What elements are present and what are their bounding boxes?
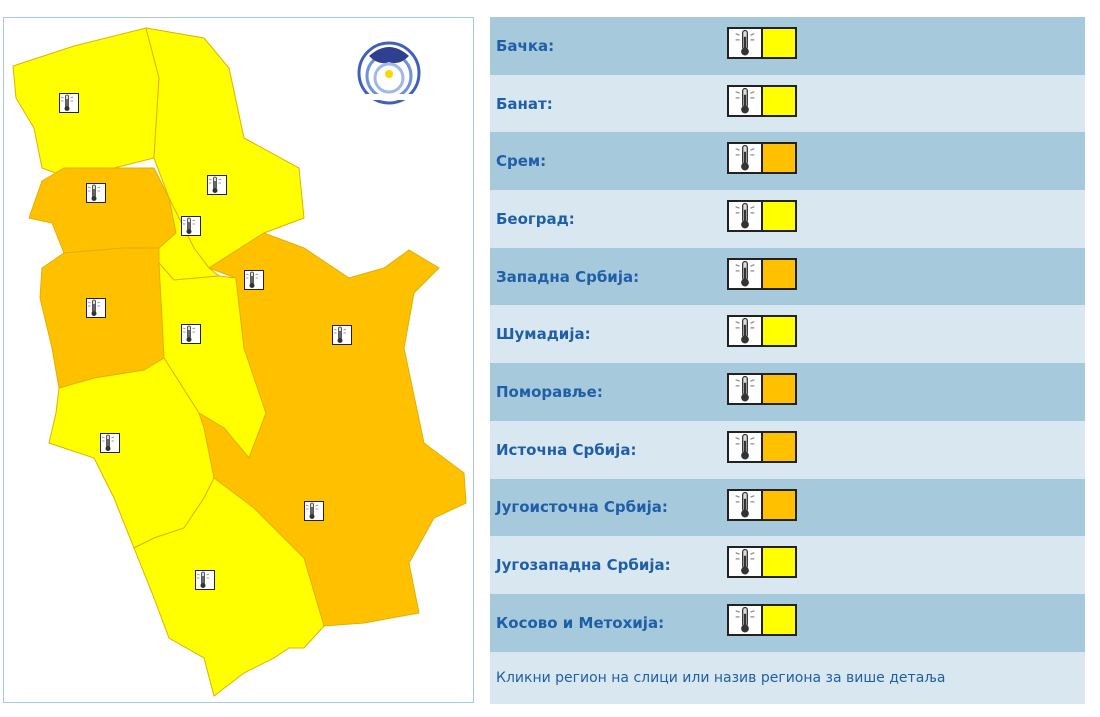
region-row[interactable]: Југоисточна Србија: bbox=[490, 478, 1085, 537]
thermometer-icon bbox=[729, 202, 763, 231]
region-row[interactable]: Шумадија: bbox=[490, 305, 1085, 364]
thermometer-icon[interactable] bbox=[181, 216, 201, 236]
warning-indicator[interactable] bbox=[727, 430, 797, 463]
thermometer-icon bbox=[729, 259, 763, 288]
region-row[interactable]: Западна Србија: bbox=[490, 247, 1085, 306]
warning-indicator[interactable] bbox=[727, 488, 797, 521]
thermometer-icon[interactable] bbox=[244, 270, 264, 290]
region-label[interactable]: Банат: bbox=[496, 94, 553, 113]
warning-indicator[interactable] bbox=[727, 315, 797, 348]
region-label[interactable]: Источна Србија: bbox=[496, 440, 637, 459]
thermometer-icon bbox=[729, 29, 763, 57]
region-row[interactable]: Бачка: bbox=[490, 17, 1085, 75]
warning-level-yellow bbox=[763, 86, 795, 115]
region-label[interactable]: Бачка: bbox=[496, 36, 555, 55]
map-region-srem[interactable] bbox=[28, 167, 177, 254]
thermometer-icon bbox=[729, 490, 763, 519]
warning-level-yellow bbox=[763, 29, 795, 57]
warning-level-orange bbox=[763, 144, 795, 173]
warning-level-orange bbox=[763, 259, 795, 288]
region-row[interactable]: Срем: bbox=[490, 132, 1085, 191]
thermometer-icon[interactable] bbox=[332, 325, 352, 345]
region-label[interactable]: Поморавље: bbox=[496, 382, 603, 401]
region-label[interactable]: Косово и Метохија: bbox=[496, 613, 665, 632]
thermometer-icon[interactable] bbox=[195, 570, 215, 590]
thermometer-icon[interactable] bbox=[304, 501, 324, 521]
region-row[interactable]: Косово и Метохија: bbox=[490, 593, 1085, 652]
warning-indicator[interactable] bbox=[727, 373, 797, 406]
map-svg bbox=[12, 27, 467, 697]
thermometer-icon[interactable] bbox=[59, 93, 79, 113]
region-label[interactable]: Шумадија: bbox=[496, 325, 591, 344]
warning-level-yellow bbox=[763, 548, 795, 577]
map-region-east[interactable] bbox=[198, 232, 467, 627]
thermometer-icon[interactable] bbox=[181, 324, 201, 344]
thermometer-icon bbox=[729, 432, 763, 461]
region-label[interactable]: Срем: bbox=[496, 152, 547, 171]
map-region-backa[interactable] bbox=[12, 27, 160, 177]
thermometer-icon bbox=[729, 375, 763, 404]
region-row[interactable]: Банат: bbox=[490, 74, 1085, 133]
region-row[interactable]: Поморавље: bbox=[490, 363, 1085, 421]
warning-indicator[interactable] bbox=[727, 27, 797, 59]
warning-level-yellow bbox=[763, 202, 795, 231]
thermometer-icon bbox=[729, 144, 763, 173]
footer-hint: Кликни регион на слици или назив региона… bbox=[490, 651, 1085, 704]
thermometer-icon bbox=[729, 605, 763, 634]
thermometer-icon bbox=[729, 86, 763, 115]
region-row[interactable]: Београд: bbox=[490, 190, 1085, 248]
warning-indicator[interactable] bbox=[727, 546, 797, 579]
region-label[interactable]: Западна Србија: bbox=[496, 267, 640, 286]
region-row[interactable]: Југозападна Србија: bbox=[490, 536, 1085, 594]
region-label[interactable]: Београд: bbox=[496, 209, 575, 228]
warning-indicator[interactable] bbox=[727, 603, 797, 636]
warning-map[interactable] bbox=[3, 17, 474, 703]
warning-indicator[interactable] bbox=[727, 84, 797, 117]
warning-indicator[interactable] bbox=[727, 257, 797, 290]
warning-level-orange bbox=[763, 490, 795, 519]
region-row[interactable]: Источна Србија: bbox=[490, 420, 1085, 479]
thermometer-icon bbox=[729, 317, 763, 346]
warning-indicator[interactable] bbox=[727, 200, 797, 233]
thermometer-icon[interactable] bbox=[86, 298, 106, 318]
region-label[interactable]: Југозападна Србија: bbox=[496, 556, 671, 575]
map-region-kosovo[interactable] bbox=[133, 477, 325, 697]
thermometer-icon[interactable] bbox=[207, 175, 227, 195]
thermometer-icon[interactable] bbox=[100, 433, 120, 453]
warning-level-orange bbox=[763, 432, 795, 461]
warning-level-yellow bbox=[763, 317, 795, 346]
thermometer-icon bbox=[729, 548, 763, 577]
warning-level-yellow bbox=[763, 605, 795, 634]
region-table: Бачка: Банат: Срем: Београд: Западна Србија:… bbox=[490, 17, 1085, 704]
warning-level-orange bbox=[763, 375, 795, 404]
map-region-zapadna[interactable] bbox=[39, 247, 165, 389]
thermometer-icon[interactable] bbox=[86, 183, 106, 203]
warning-indicator[interactable] bbox=[727, 142, 797, 175]
region-label[interactable]: Југоисточна Србија: bbox=[496, 498, 668, 517]
